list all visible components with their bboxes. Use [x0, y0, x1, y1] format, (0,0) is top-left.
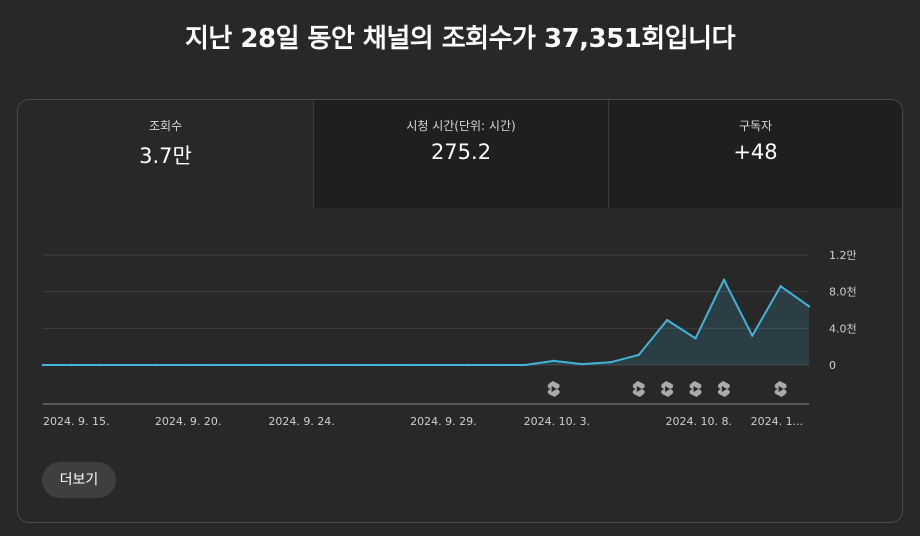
- x-tick-label: 2024. 10. 8.: [666, 415, 732, 428]
- data-point: [240, 363, 243, 367]
- data-point: [183, 363, 187, 367]
- tab-views[interactable]: 조회수 3.7만: [18, 100, 313, 208]
- x-tick-label: 2024. 9. 20.: [155, 415, 221, 428]
- data-point: [722, 278, 726, 281]
- data-point: [438, 363, 442, 367]
- y-tick-label: 4.0천: [829, 321, 857, 335]
- metric-tabs: 조회수 3.7만 시청 시간(단위: 시간) 275.2 구독자 +48: [18, 100, 902, 208]
- data-point: [637, 353, 640, 357]
- tab-subscribers[interactable]: 구독자 +48: [608, 100, 902, 208]
- data-point: [665, 318, 669, 322]
- data-point: [609, 361, 612, 364]
- data-point: [70, 363, 73, 367]
- data-point: [495, 363, 499, 367]
- x-tick-label: 2024. 9. 15.: [43, 415, 109, 428]
- shorts-icon: [632, 381, 645, 397]
- data-point: [807, 305, 811, 308]
- data-point: [694, 337, 697, 340]
- data-point: [98, 363, 101, 367]
- x-tick-label: 2024. 9. 29.: [410, 415, 476, 428]
- data-point: [524, 363, 527, 367]
- data-point: [353, 363, 357, 367]
- shorts-icon: [689, 381, 702, 397]
- analytics-card: 조회수 3.7만 시청 시간(단위: 시간) 275.2 구독자 +48 0 4.…: [17, 99, 903, 523]
- data-point: [382, 363, 385, 367]
- y-tick-label: 0: [829, 359, 836, 372]
- shorts-icon: [547, 381, 560, 397]
- shorts-icon: [661, 381, 674, 397]
- data-point: [751, 334, 754, 337]
- y-tick-label: 8.0천: [829, 285, 857, 299]
- series-area: [43, 279, 809, 365]
- data-point: [552, 359, 555, 363]
- x-tick-label: 2024. 1...: [751, 415, 803, 428]
- data-point: [41, 363, 45, 367]
- series-line: [43, 278, 810, 366]
- tab-watch-time[interactable]: 시청 시간(단위: 시간) 275.2: [313, 100, 608, 208]
- shorts-icon: [774, 381, 787, 397]
- tab-views-value: 3.7만: [139, 144, 192, 168]
- tab-watch-time-value: 275.2: [430, 140, 492, 164]
- tab-views-label: 조회수: [148, 119, 183, 133]
- shorts-icon: [717, 381, 730, 397]
- data-point: [325, 363, 328, 367]
- page-headline: 지난 28일 동안 채널의 조회수가 37,351회입니다: [185, 24, 736, 54]
- tab-subscribers-value: +48: [733, 140, 778, 164]
- x-tick-label: 2024. 10. 3.: [524, 415, 590, 428]
- data-point: [467, 363, 470, 367]
- x-tick-label: 2024. 9. 24.: [268, 415, 334, 428]
- data-point: [297, 363, 300, 367]
- tab-subscribers-label: 구독자: [738, 119, 773, 133]
- data-point: [779, 284, 782, 288]
- y-tick-label: 1.2만: [829, 249, 857, 262]
- data-point: [212, 363, 215, 367]
- data-point: [580, 362, 584, 366]
- views-chart: 0 4.0천 8.0천 1.2만 2024. 9. 15. 2024. 9. 20. 202…: [41, 249, 857, 428]
- data-point: [410, 363, 414, 367]
- data-point: [126, 363, 130, 367]
- data-point: [268, 363, 272, 367]
- data-point: [155, 363, 158, 367]
- tab-watch-time-label: 시청 시간(단위: 시간): [406, 119, 516, 133]
- more-button[interactable]: 더보기: [42, 462, 116, 498]
